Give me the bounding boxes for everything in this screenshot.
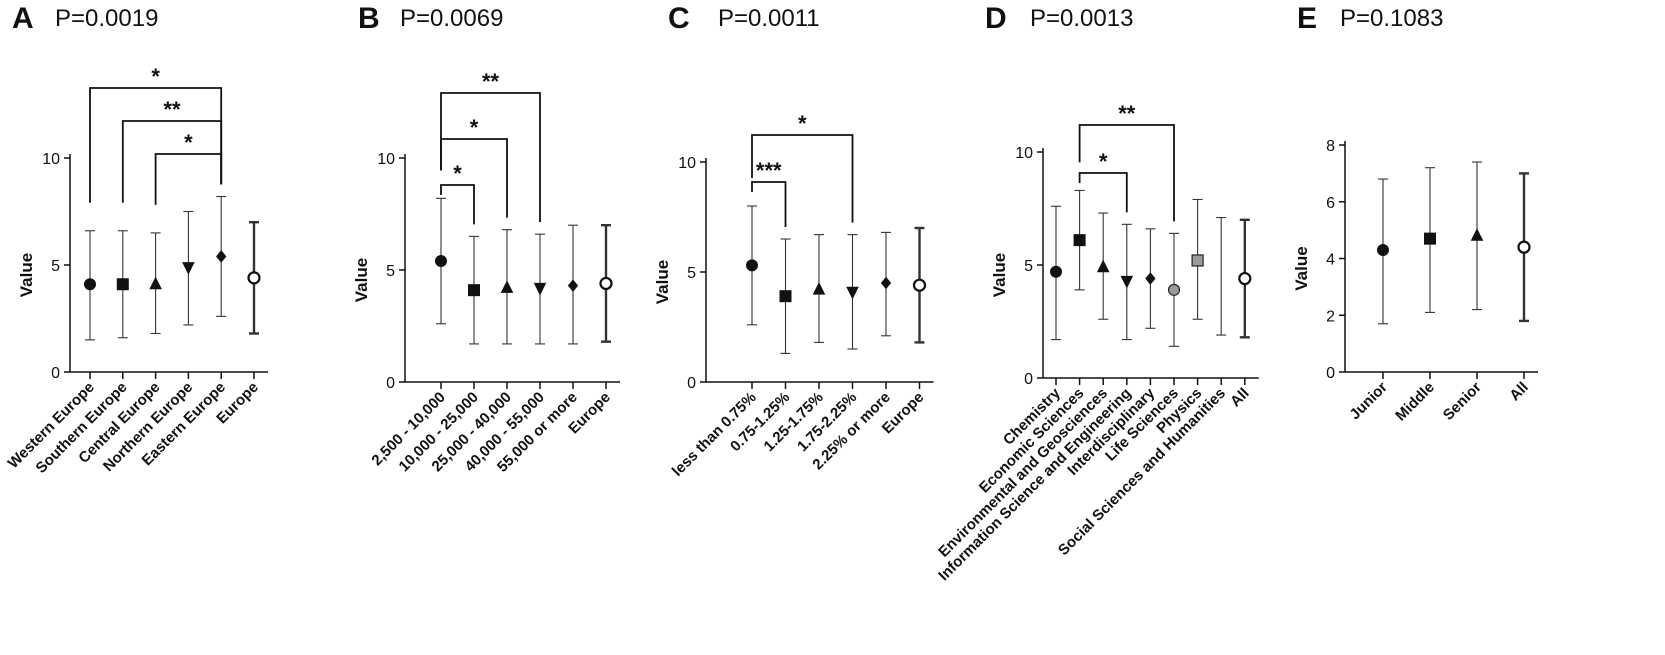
x-tick-label: Middle (1392, 379, 1438, 425)
x-tick-label: All (1506, 379, 1532, 405)
mean-marker (149, 276, 162, 290)
panel-e: E P=0.1083 0 2 4 6 8 Value Junior Middle Senior All (1292, 2, 1538, 424)
y-axis-label: Value (1292, 246, 1311, 290)
y-tick-label: 4 (1326, 252, 1335, 269)
mean-marker (216, 250, 227, 263)
mean-marker (1050, 265, 1062, 278)
x-tick-label: All (1227, 385, 1253, 411)
y-tick-label: 6 (1326, 195, 1335, 212)
mean-marker (468, 284, 480, 297)
significance-bracket (121, 120, 223, 203)
mean-marker (746, 259, 758, 272)
y-tick-label: 5 (687, 265, 696, 282)
p-value-label: P=0.0069 (400, 5, 503, 32)
mean-marker (1120, 275, 1134, 289)
mean-marker (247, 271, 261, 285)
y-axis-label: Value (653, 260, 672, 304)
significance-bracket (751, 134, 854, 223)
significance-stars: * (798, 111, 807, 136)
p-value-label: P=0.0011 (718, 5, 820, 32)
mean-marker (567, 279, 579, 292)
mean-marker (84, 278, 96, 291)
p-value-label: P=0.1083 (1340, 5, 1443, 32)
mean-marker (533, 282, 547, 296)
y-tick-label: 5 (51, 258, 60, 275)
mean-marker (182, 262, 195, 275)
y-tick-label: 10 (377, 151, 395, 168)
y-tick-label: 0 (687, 375, 696, 392)
mean-marker (912, 278, 927, 292)
y-tick-label: 8 (1326, 138, 1335, 155)
significance-stars: * (1099, 149, 1108, 174)
significance-bracket (1078, 124, 1175, 222)
mean-marker (1145, 272, 1156, 285)
significance-stars: *** (756, 158, 782, 183)
significance-bracket (440, 92, 541, 223)
mean-marker (435, 255, 447, 268)
p-value-label: P=0.0013 (1030, 5, 1133, 32)
significance-bracket (1078, 172, 1128, 213)
y-tick-label: 5 (1024, 258, 1033, 275)
panel-letter: A (12, 2, 34, 35)
mean-marker (116, 278, 129, 291)
y-tick-label: 10 (42, 151, 60, 168)
x-tick-label: Senior (1440, 379, 1485, 424)
mean-marker (1377, 243, 1389, 256)
x-tick-label: Junior (1346, 379, 1391, 424)
panel-letter: B (358, 2, 380, 35)
y-tick-label: 2 (1326, 308, 1335, 325)
y-axis-label: Value (352, 258, 371, 302)
significance-bracket (751, 181, 787, 227)
mean-marker (1191, 254, 1204, 267)
panel-letter: E (1297, 2, 1317, 35)
y-axis-label: Value (990, 253, 1009, 297)
y-tick-label: 0 (1326, 365, 1335, 382)
mean-marker (812, 281, 826, 295)
significance-bracket (440, 138, 508, 218)
significance-stars: * (453, 161, 462, 186)
mean-marker (779, 290, 792, 303)
mean-marker (500, 280, 514, 293)
mean-marker (1470, 228, 1484, 241)
significance-bracket (154, 153, 223, 205)
y-tick-label: 0 (1024, 371, 1033, 388)
significance-stars: * (470, 115, 479, 140)
mean-marker (1238, 271, 1252, 286)
mean-marker (1073, 234, 1086, 247)
mean-marker (1096, 259, 1110, 273)
y-tick-label: 0 (386, 375, 395, 392)
significance-stars: ** (482, 69, 500, 94)
mean-marker (1517, 240, 1531, 254)
mean-marker (1167, 283, 1181, 296)
mean-marker (599, 276, 613, 291)
y-tick-label: 0 (51, 365, 60, 382)
mean-marker (846, 286, 859, 300)
significance-bracket (440, 184, 475, 225)
y-axis-label: Value (17, 253, 36, 297)
mean-marker (1424, 232, 1436, 245)
significance-stars: ** (1118, 101, 1136, 126)
significance-stars: * (184, 130, 193, 155)
mean-marker (880, 276, 892, 290)
y-tick-label: 5 (386, 263, 395, 280)
panel-letter: C (668, 2, 690, 35)
significance-stars: * (151, 64, 160, 89)
y-tick-label: 10 (678, 155, 696, 172)
p-value-label: P=0.0019 (55, 5, 158, 32)
significance-stars: ** (163, 97, 181, 122)
panel-letter: D (985, 2, 1007, 35)
y-tick-label: 10 (1015, 145, 1033, 162)
